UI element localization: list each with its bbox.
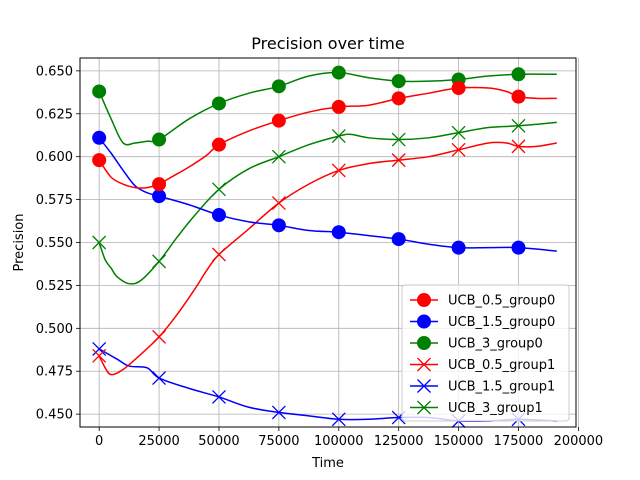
x-tick-label: 125000	[374, 434, 424, 449]
x-tick-label: 150000	[434, 434, 484, 449]
data-point	[391, 74, 406, 89]
data-point	[152, 371, 167, 386]
legend-entry: UCB_0.5_group0	[410, 293, 555, 309]
data-point	[212, 390, 226, 404]
data-point	[271, 196, 286, 210]
x-tick-label: 200000	[554, 434, 604, 449]
data-point	[271, 149, 286, 164]
y-axis-ticks: 0.450 0.475 0.500 0.525 0.550 0.575 0.600 0.625…	[36, 64, 80, 423]
chart-title: Precision over time	[251, 34, 404, 53]
data-point	[331, 412, 346, 427]
legend-marker	[417, 293, 431, 307]
y-tick-label: 0.550	[36, 236, 73, 251]
legend-marker	[417, 400, 431, 415]
data-point	[451, 142, 466, 157]
legend-label: UCB_3_group1	[448, 401, 543, 416]
data-point	[331, 65, 346, 80]
x-tick-label: 50000	[198, 434, 239, 449]
data-point	[152, 177, 167, 192]
legend-marker	[417, 379, 431, 393]
x-tick-label: 175000	[494, 434, 544, 449]
legend-entry: UCB_0.5_group1	[410, 357, 555, 373]
data-point	[92, 348, 107, 363]
legend-marker	[417, 314, 431, 329]
x-tick-label: 75000	[258, 434, 299, 449]
x-tick-label: 100000	[314, 434, 364, 449]
x-axis-ticks: 0 25000 50000 75000 100000 125000 150000 175000…	[95, 427, 603, 449]
data-point	[211, 208, 226, 223]
data-point	[451, 81, 466, 96]
legend-entry: UCB_3_group0	[410, 336, 543, 352]
y-tick-label: 0.625	[36, 107, 73, 122]
data-point	[92, 341, 107, 356]
y-tick-label: 0.575	[36, 193, 73, 208]
legend-label: UCB_3_group0	[448, 337, 543, 352]
data-point	[391, 232, 406, 247]
data-point	[331, 99, 346, 114]
data-point	[451, 240, 466, 255]
data-point	[511, 139, 526, 154]
y-axis-label: Precision	[12, 213, 27, 271]
data-point	[511, 118, 526, 133]
data-point	[152, 132, 167, 147]
data-point	[271, 218, 286, 233]
data-point	[271, 113, 286, 128]
data-point	[92, 235, 107, 250]
data-point	[511, 89, 526, 104]
legend-label: UCB_0.5_group1	[448, 358, 555, 373]
legend-entry: UCB_3_group1	[410, 400, 543, 416]
data-point	[212, 182, 226, 197]
data-point	[92, 84, 107, 99]
legend-box	[401, 284, 570, 422]
data-point	[152, 329, 167, 344]
data-point	[391, 132, 406, 147]
legend: UCB_0.5_group0 UCB_1.5_group0 UCB_3_group0…	[401, 284, 570, 422]
legend-entry: UCB_1.5_group1	[410, 379, 555, 395]
series-UCB_3_group1	[92, 118, 557, 285]
y-tick-label: 0.650	[36, 64, 73, 79]
data-point	[331, 163, 346, 178]
series-layer	[92, 65, 557, 428]
data-point	[92, 153, 107, 168]
data-point	[511, 240, 526, 255]
series-UCB_0.5_group1	[92, 139, 557, 376]
legend-label: UCB_1.5_group1	[448, 380, 555, 395]
data-point	[391, 91, 406, 106]
series-UCB_1.5_group0	[92, 130, 557, 255]
legend-label: UCB_1.5_group0	[448, 315, 555, 330]
data-point	[92, 130, 107, 145]
data-point	[451, 125, 466, 140]
x-axis-label: Time	[311, 456, 344, 471]
data-point	[271, 405, 286, 420]
data-point	[152, 254, 167, 269]
data-point	[211, 96, 226, 111]
y-tick-label: 0.450	[36, 408, 73, 423]
data-point	[331, 129, 346, 144]
legend-entry: UCB_1.5_group0	[410, 314, 555, 330]
x-tick-label: 25000	[138, 434, 179, 449]
data-point	[331, 225, 346, 240]
series-line	[98, 121, 557, 285]
data-point	[211, 137, 226, 152]
data-point	[271, 79, 286, 94]
y-tick-label: 0.500	[36, 322, 73, 337]
legend-marker	[417, 357, 431, 372]
legend-label: UCB_0.5_group0	[448, 294, 555, 309]
data-point	[511, 67, 526, 82]
y-tick-label: 0.600	[36, 150, 73, 165]
y-tick-label: 0.525	[36, 279, 73, 294]
legend-marker	[417, 336, 431, 350]
data-point	[212, 247, 226, 262]
x-tick-label: 0	[95, 434, 103, 449]
series-UCB_0.5_group0	[92, 81, 557, 192]
data-point	[152, 189, 167, 204]
y-tick-label: 0.475	[36, 365, 73, 380]
data-point	[391, 153, 406, 168]
